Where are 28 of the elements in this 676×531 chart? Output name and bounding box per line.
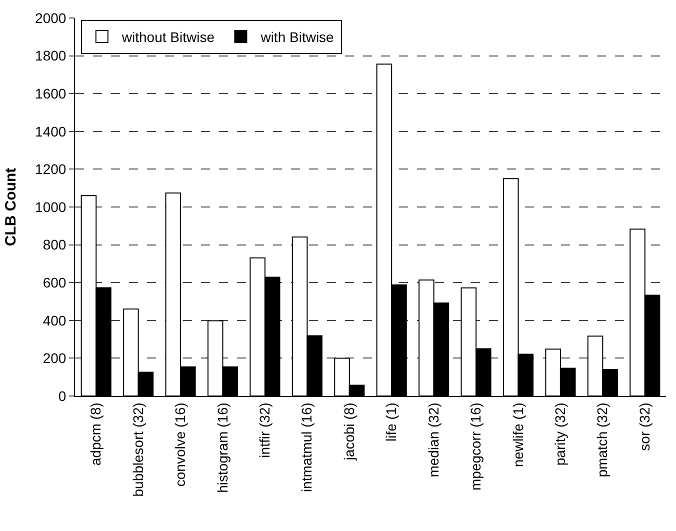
x-tick-label: histogram (16) — [214, 402, 230, 493]
x-tick-label: newlife (1) — [510, 402, 526, 468]
x-tick-label: median (32) — [425, 402, 442, 478]
x-tick-label: sor (32) — [636, 402, 652, 451]
y-axis-title: CLB Count — [2, 168, 20, 246]
x-tick-label: mpegcorr (16) — [468, 402, 484, 491]
x-tick-label: adpcm (8) — [88, 402, 104, 466]
y-tick-label: 200 — [42, 350, 66, 366]
legend-label: without Bitwise — [120, 28, 215, 45]
y-tick-label: 400 — [42, 312, 66, 328]
y-tick-label: 1400 — [35, 123, 66, 140]
x-tick-label: intfir (32) — [256, 402, 273, 458]
x-tick-label: intmatmul (16) — [298, 402, 315, 492]
x-tick-label: jacobi (8) — [340, 402, 357, 462]
y-tick-label: 1600 — [35, 86, 66, 102]
y-tick-label: 1200 — [35, 161, 66, 178]
x-tick-label: convolve (16) — [172, 402, 188, 487]
x-tick-label: parity (32) — [552, 402, 568, 466]
y-tick-label: 2000 — [35, 10, 66, 26]
y-tick-label: 1800 — [35, 48, 66, 64]
x-tick-label: life (1) — [383, 402, 400, 442]
y-tick-label: 1000 — [35, 198, 66, 215]
y-tick-label: 800 — [42, 236, 66, 253]
y-tick-label: 600 — [42, 274, 66, 290]
x-tick-label: pmatch (32) — [594, 402, 610, 478]
legend-label: with Bitwise — [260, 28, 334, 45]
x-tick-label: bubblesort (32) — [130, 402, 146, 497]
y-tick-label: 0 — [58, 388, 66, 404]
